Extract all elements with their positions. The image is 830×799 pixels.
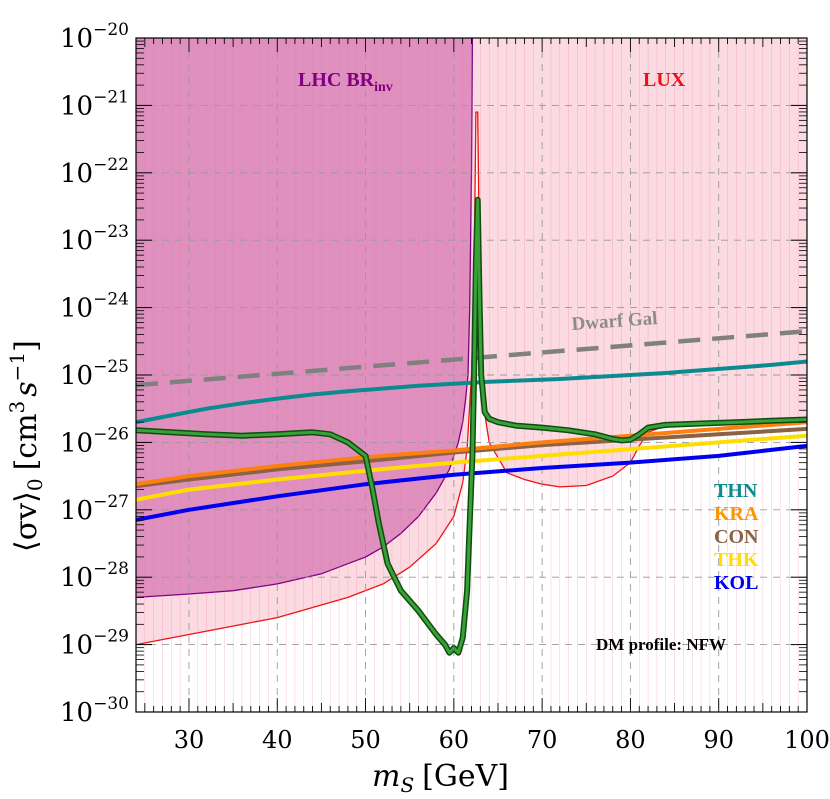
y-tick-exponent: −21 [93, 87, 129, 107]
kol-line [136, 443, 807, 522]
y-tick-base: 10 [60, 563, 93, 593]
y-tick-exponent: −25 [93, 357, 129, 377]
y-axis-label: ⟨σv⟩0[cm3s−1] [5, 340, 47, 552]
x-tick-label: 70 [527, 726, 558, 754]
axis-ticks [136, 37, 807, 713]
y-tick-exponent: −29 [93, 627, 129, 647]
y-tick-base: 10 [60, 159, 93, 189]
y-tick-base: 10 [60, 226, 93, 256]
plot-frame [135, 37, 808, 713]
lux-label: LUX [643, 69, 686, 91]
y-tick-label: 10−26 [60, 424, 129, 458]
x-tick-label: 30 [174, 726, 205, 754]
x-axis-label: mS [GeV] [372, 759, 509, 797]
y-tick-base: 10 [60, 294, 93, 324]
y-tick-exponent: −26 [93, 424, 129, 444]
thk-line [136, 433, 807, 502]
y-tick-exponent: −30 [93, 694, 129, 714]
x-tick-label: 100 [784, 726, 830, 754]
y-tick-base: 10 [60, 428, 93, 458]
y-tick-base: 10 [60, 496, 93, 526]
y-tick-label: 10−20 [60, 20, 129, 54]
gridlines [136, 38, 807, 712]
dm-profile-label: DM profile: NFW [596, 635, 726, 654]
lhc-label: LHC BRinv [298, 69, 393, 95]
y-tick-label: 10−28 [60, 559, 129, 593]
legend-entry-kra: KRA [714, 503, 759, 525]
lhc-label-sub: inv [374, 80, 393, 95]
legend-entry-thk: THK [714, 549, 759, 571]
y-tick-label: 10−22 [60, 155, 129, 189]
dwarf-gal-line [136, 328, 807, 388]
y-tick-label: 10−25 [60, 357, 129, 391]
x-tick-label: 80 [615, 726, 646, 754]
y-tick-label: 10−21 [60, 87, 129, 121]
y-tick-label: 10−24 [60, 290, 129, 324]
kra-line [136, 420, 807, 487]
y-tick-exponent: −20 [93, 20, 129, 40]
y-tick-label: 10−29 [60, 627, 129, 661]
y-tick-base: 10 [60, 631, 93, 661]
series-lines [136, 196, 807, 656]
x-tick-label: 50 [350, 726, 381, 754]
higgs-portal-scalar-line [136, 198, 807, 655]
x-tick-label: 90 [703, 726, 734, 754]
y-tick-exponent: −23 [93, 222, 129, 242]
y-tick-exponent: −27 [93, 492, 129, 512]
legend-entry-kol: KOL [714, 572, 758, 594]
y-tick-label: 10−23 [60, 222, 129, 256]
y-tick-labels: 10−3010−2910−2810−2710−2610−2510−2410−23… [60, 20, 129, 728]
legend-entry-con: CON [714, 526, 759, 548]
y-tick-exponent: −28 [93, 559, 129, 579]
x-tick-labels: 30 40 50 60 70 80 90 100 [174, 726, 830, 754]
x-tick-label: 60 [439, 726, 470, 754]
y-tick-label: 10−30 [60, 694, 129, 728]
y-tick-base: 10 [60, 24, 93, 54]
legend-entry-thn: THN [714, 480, 758, 502]
y-tick-exponent: −22 [93, 155, 129, 175]
x-tick-label: 40 [262, 726, 293, 754]
y-tick-base: 10 [60, 698, 93, 728]
y-tick-exponent: −24 [93, 290, 129, 310]
y-tick-base: 10 [60, 91, 93, 121]
y-tick-label: 10−27 [60, 492, 129, 526]
y-tick-base: 10 [60, 361, 93, 391]
